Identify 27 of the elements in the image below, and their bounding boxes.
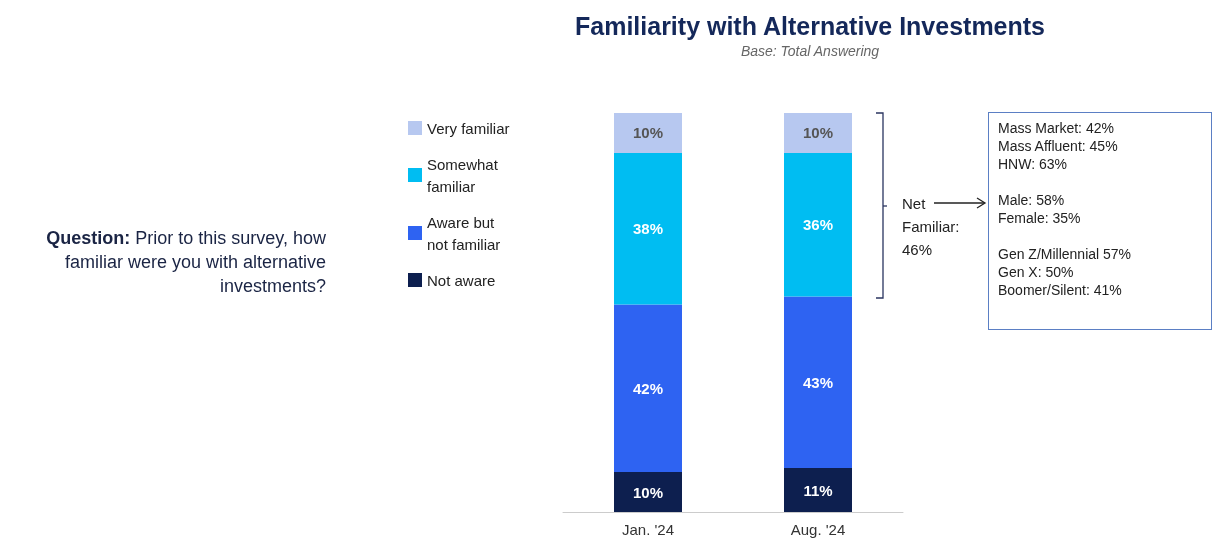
data-label: 38% xyxy=(632,220,664,238)
legend-label: Very familiar xyxy=(427,119,510,137)
legend-label: Not aware xyxy=(427,271,496,289)
bar xyxy=(614,304,682,473)
bordered-box: Mass Market: 42% Mass Affluent: 45% HNW: 63% Male: 58% Female: 35% Gen Z/Millennial 57% Gen X: 50% Boomer/Silent: 41% xyxy=(988,112,1212,330)
text: Question: Prior to this survey, how familiar were you with alternative investments? xyxy=(45,227,326,298)
data-label: 10% xyxy=(802,124,834,142)
annotation: Net Familiar: 46% xyxy=(902,194,961,260)
data-label: 10% xyxy=(632,483,664,501)
bar xyxy=(614,113,682,153)
data-label: 10% xyxy=(632,124,664,142)
legend-label: Aware but not familiar xyxy=(427,213,501,253)
legend-label: Somewhat familiar xyxy=(427,155,503,195)
chart-subtitle: Base: Total Answering xyxy=(740,43,880,59)
x-tick-label: Aug. '24 xyxy=(790,521,846,538)
data-label: 36% xyxy=(802,216,834,234)
bar xyxy=(614,472,682,512)
chart-title: Familiarity with Alternative Investments xyxy=(574,11,1046,40)
data-label: 42% xyxy=(632,379,664,397)
bar xyxy=(784,113,852,153)
bar xyxy=(614,152,682,305)
bar xyxy=(784,296,852,469)
data-label: 11% xyxy=(803,481,833,499)
bar xyxy=(784,468,852,512)
x-tick-label: Jan. '24 xyxy=(621,521,675,538)
data-label: 43% xyxy=(802,373,834,391)
bar xyxy=(784,152,852,297)
